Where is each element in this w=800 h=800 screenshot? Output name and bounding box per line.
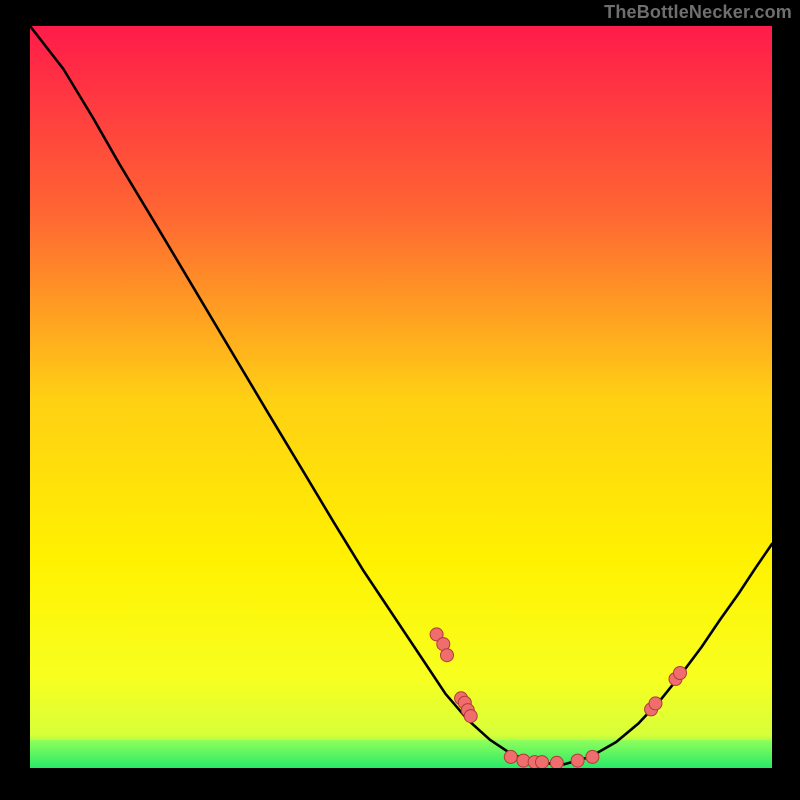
watermark-text: TheBottleNecker.com bbox=[604, 2, 792, 23]
chart-frame: TheBottleNecker.com bbox=[0, 0, 800, 800]
plot-area bbox=[30, 26, 772, 768]
green-bottom-strip bbox=[30, 740, 772, 768]
gradient-background bbox=[30, 26, 772, 768]
